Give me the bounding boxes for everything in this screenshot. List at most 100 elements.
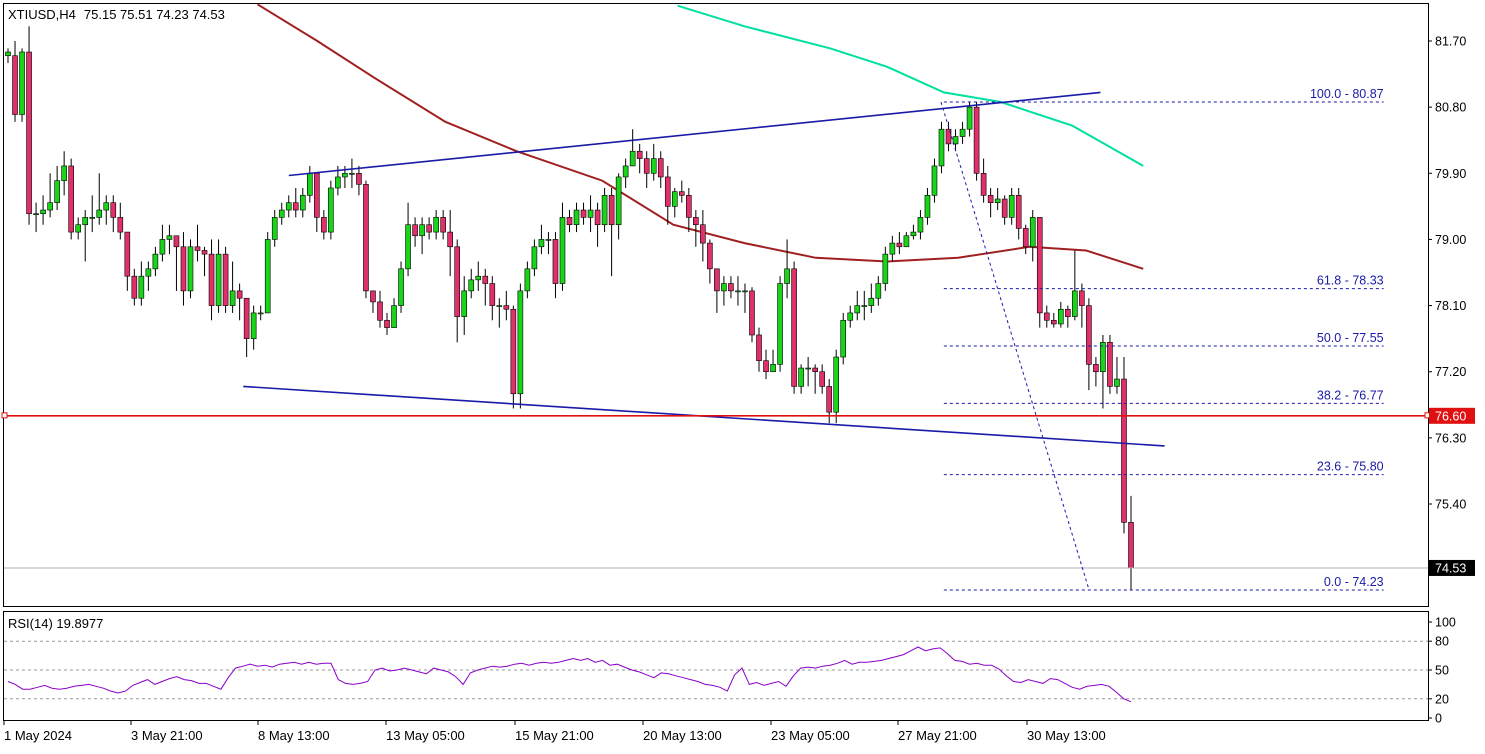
candle-bull bbox=[742, 290, 748, 293]
y-tick-label: 80.80 bbox=[1435, 101, 1466, 115]
fib-level-label: 23.6 - 75.80 bbox=[1317, 460, 1384, 474]
candle-bull bbox=[229, 290, 236, 306]
candle-bull bbox=[615, 176, 622, 226]
candle-bear bbox=[693, 217, 699, 226]
candle-bull bbox=[103, 202, 110, 211]
candle-bull bbox=[861, 305, 868, 307]
candle-bull bbox=[959, 128, 966, 137]
candle-bear bbox=[707, 242, 713, 270]
support-price-label: 76.60 bbox=[1435, 409, 1466, 423]
candle-bull bbox=[307, 172, 313, 196]
candle-bear bbox=[26, 51, 32, 215]
candle-bull bbox=[629, 150, 636, 167]
candle-bear bbox=[194, 246, 201, 251]
rsi-tick-label: 50 bbox=[1435, 664, 1449, 678]
candle-bull bbox=[1008, 195, 1015, 218]
candle-bear bbox=[664, 176, 671, 207]
candle-bull bbox=[966, 106, 973, 130]
candle-bear bbox=[1107, 342, 1113, 387]
candle-bull bbox=[475, 275, 482, 281]
candle-bull bbox=[650, 158, 657, 174]
candle-bull bbox=[721, 283, 727, 292]
candle-bull bbox=[33, 213, 39, 216]
candle-bear bbox=[552, 239, 559, 284]
y-tick-label: 81.70 bbox=[1435, 35, 1466, 49]
candle-bull bbox=[1072, 290, 1078, 317]
candle-bear bbox=[657, 158, 664, 178]
candle-bull bbox=[96, 209, 103, 218]
candle-bull bbox=[138, 275, 145, 299]
candle-bull bbox=[784, 268, 790, 284]
candle-bull bbox=[931, 165, 938, 196]
rsi-line bbox=[7, 646, 1132, 703]
candle-bull bbox=[40, 209, 46, 215]
x-tick-label: 30 May 13:00 bbox=[1027, 728, 1106, 743]
candle-bull bbox=[75, 224, 81, 233]
y-tick-label: 78.10 bbox=[1435, 299, 1466, 313]
last-price-box bbox=[1429, 559, 1475, 576]
rsi-title: RSI(14) 19.8977 bbox=[8, 616, 103, 631]
candle-bear bbox=[973, 106, 980, 174]
candle-bull bbox=[419, 224, 425, 237]
candle-bear bbox=[1121, 378, 1127, 523]
candle-bull bbox=[342, 172, 348, 178]
candle-bull bbox=[559, 217, 566, 284]
candle-bull bbox=[61, 165, 67, 181]
candle-bear bbox=[68, 165, 74, 233]
candle-bear bbox=[594, 209, 601, 226]
candle-bull bbox=[994, 198, 1001, 203]
candle-bull bbox=[391, 305, 397, 328]
candle-bear bbox=[412, 224, 418, 237]
candle-bear bbox=[384, 319, 390, 328]
candle-bear bbox=[756, 334, 762, 361]
candle-bull bbox=[545, 239, 552, 241]
candle-bear bbox=[1093, 364, 1099, 373]
candle-bull bbox=[152, 253, 159, 270]
candle-bull bbox=[917, 217, 924, 233]
y-tick-label: 79.00 bbox=[1435, 233, 1466, 247]
fib-level-label: 61.8 - 78.33 bbox=[1317, 274, 1384, 288]
candle-bear bbox=[208, 253, 215, 306]
candle-bull bbox=[47, 202, 53, 211]
candle-bull bbox=[89, 217, 96, 219]
candle-bull bbox=[328, 187, 334, 233]
candle-bear bbox=[236, 290, 243, 299]
candle-bull bbox=[924, 195, 931, 218]
candle-bear bbox=[426, 224, 432, 233]
candle-bull bbox=[349, 172, 355, 175]
candle-bear bbox=[1079, 290, 1085, 306]
x-tick-label: 1 May 2024 bbox=[4, 728, 72, 743]
candle-bull bbox=[854, 305, 861, 314]
candle-bear bbox=[201, 250, 208, 255]
candle-bull bbox=[54, 180, 60, 203]
last-price-label: 74.53 bbox=[1435, 561, 1466, 575]
main-pane-frame bbox=[3, 3, 1429, 607]
candle-bull bbox=[264, 239, 271, 314]
candle-bull bbox=[601, 195, 608, 226]
candle-bear bbox=[12, 55, 18, 115]
candle-bear bbox=[678, 191, 685, 196]
candle-bull bbox=[468, 279, 475, 292]
candle-bear bbox=[826, 386, 832, 413]
candle-bull bbox=[299, 195, 306, 211]
candle-bear bbox=[1043, 312, 1050, 321]
candle-bear bbox=[131, 275, 138, 299]
candle-bull bbox=[285, 202, 292, 211]
candle-bear bbox=[1086, 305, 1092, 365]
candle-bull bbox=[496, 305, 503, 307]
candle-bull bbox=[145, 268, 152, 277]
candle-bear bbox=[945, 128, 952, 145]
candle-bull bbox=[433, 217, 439, 233]
candle-bull bbox=[1029, 217, 1036, 248]
ma-slow-line bbox=[677, 4, 1144, 167]
rsi-tick-label: 80 bbox=[1435, 635, 1449, 649]
candle-bull bbox=[405, 224, 411, 270]
rsi-tick-label: 20 bbox=[1435, 692, 1449, 706]
candle-bear bbox=[180, 246, 187, 292]
fib-level-label: 50.0 - 77.55 bbox=[1317, 331, 1384, 345]
candle-bull bbox=[805, 367, 811, 370]
candle-bull bbox=[398, 268, 404, 306]
candle-bull bbox=[517, 290, 524, 395]
candle-bear bbox=[377, 301, 383, 321]
candle-bull bbox=[538, 239, 545, 248]
